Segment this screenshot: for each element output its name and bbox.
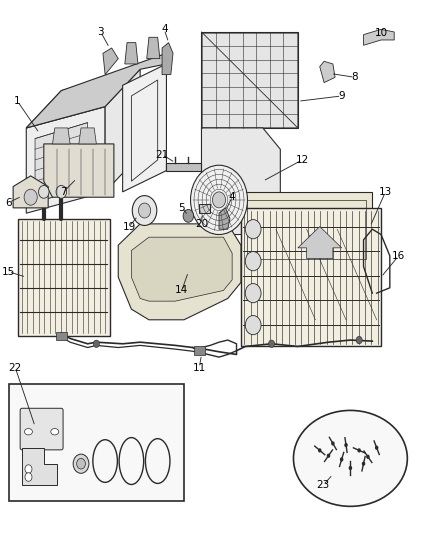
Polygon shape xyxy=(162,43,173,75)
Text: 13: 13 xyxy=(379,187,392,197)
Polygon shape xyxy=(44,144,114,197)
FancyBboxPatch shape xyxy=(18,219,109,336)
Text: 11: 11 xyxy=(193,363,206,373)
Text: 10: 10 xyxy=(374,28,388,38)
FancyBboxPatch shape xyxy=(241,192,372,266)
Circle shape xyxy=(191,165,247,235)
FancyBboxPatch shape xyxy=(201,32,298,128)
Circle shape xyxy=(375,446,378,450)
Circle shape xyxy=(318,448,321,453)
Text: 8: 8 xyxy=(351,72,358,82)
Polygon shape xyxy=(147,37,160,59)
Polygon shape xyxy=(123,64,166,192)
Circle shape xyxy=(245,252,261,271)
Circle shape xyxy=(73,454,89,473)
Text: 6: 6 xyxy=(5,198,12,207)
Circle shape xyxy=(183,209,194,222)
Polygon shape xyxy=(219,208,230,229)
Polygon shape xyxy=(53,128,70,144)
Polygon shape xyxy=(79,128,96,144)
Polygon shape xyxy=(26,107,105,213)
Text: 19: 19 xyxy=(123,222,136,231)
Text: 7: 7 xyxy=(60,187,67,197)
Circle shape xyxy=(344,443,348,447)
Ellipse shape xyxy=(51,429,59,435)
Circle shape xyxy=(357,448,361,453)
Circle shape xyxy=(362,462,365,466)
FancyBboxPatch shape xyxy=(56,332,67,340)
Text: 22: 22 xyxy=(9,363,22,373)
Circle shape xyxy=(132,196,157,225)
FancyBboxPatch shape xyxy=(199,204,210,213)
Circle shape xyxy=(56,185,67,198)
Polygon shape xyxy=(105,69,140,192)
FancyBboxPatch shape xyxy=(9,384,184,501)
Circle shape xyxy=(138,203,151,218)
Circle shape xyxy=(212,192,226,208)
Polygon shape xyxy=(118,224,241,320)
Polygon shape xyxy=(26,69,140,128)
Polygon shape xyxy=(26,53,166,128)
Circle shape xyxy=(349,466,352,470)
Polygon shape xyxy=(13,176,48,208)
Circle shape xyxy=(77,458,85,469)
Text: 23: 23 xyxy=(317,480,330,490)
Circle shape xyxy=(366,455,370,459)
Text: 15: 15 xyxy=(2,267,15,277)
Circle shape xyxy=(331,441,335,446)
Polygon shape xyxy=(298,227,342,259)
Circle shape xyxy=(25,473,32,481)
Circle shape xyxy=(340,457,343,462)
Polygon shape xyxy=(131,237,232,301)
Circle shape xyxy=(327,454,330,458)
FancyBboxPatch shape xyxy=(241,208,381,346)
FancyBboxPatch shape xyxy=(20,408,63,450)
Text: 3: 3 xyxy=(97,27,104,37)
Polygon shape xyxy=(125,43,138,64)
Text: 20: 20 xyxy=(195,219,208,229)
Circle shape xyxy=(356,336,362,344)
Circle shape xyxy=(93,340,99,348)
Circle shape xyxy=(245,220,261,239)
Polygon shape xyxy=(320,61,335,83)
Text: 1: 1 xyxy=(14,96,21,106)
FancyBboxPatch shape xyxy=(194,346,205,355)
Polygon shape xyxy=(166,163,201,171)
Circle shape xyxy=(39,185,49,198)
Polygon shape xyxy=(364,29,394,45)
Circle shape xyxy=(25,465,32,473)
Text: 16: 16 xyxy=(392,251,405,261)
Circle shape xyxy=(245,316,261,335)
Polygon shape xyxy=(201,128,280,235)
Text: 21: 21 xyxy=(155,150,169,159)
Circle shape xyxy=(268,340,275,348)
Text: 12: 12 xyxy=(296,155,309,165)
Polygon shape xyxy=(35,123,88,203)
Circle shape xyxy=(245,284,261,303)
Ellipse shape xyxy=(25,429,32,435)
Ellipse shape xyxy=(293,410,407,506)
Text: 4: 4 xyxy=(161,25,168,34)
Text: 14: 14 xyxy=(175,286,188,295)
Circle shape xyxy=(24,189,37,205)
Text: 5: 5 xyxy=(178,203,185,213)
Text: 9: 9 xyxy=(338,91,345,101)
Polygon shape xyxy=(22,448,57,485)
Polygon shape xyxy=(103,48,118,75)
Text: 4: 4 xyxy=(229,192,236,202)
